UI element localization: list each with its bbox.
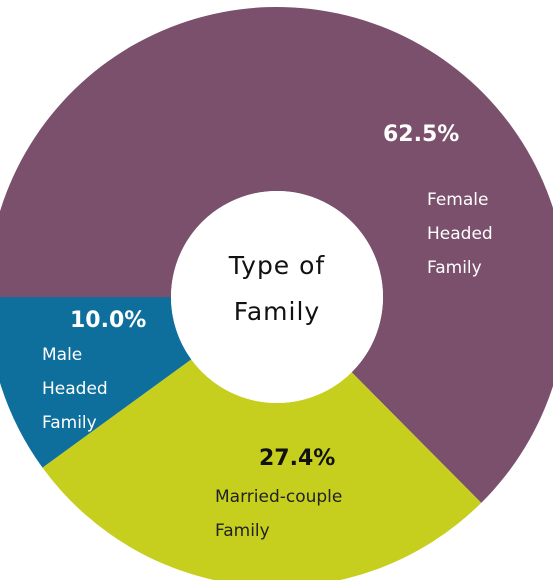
donut-hole xyxy=(171,191,383,403)
donut-slice xyxy=(0,7,553,503)
category-label: Male Headed Family xyxy=(42,345,108,433)
value-label: 62.5% xyxy=(383,122,460,147)
donut-slice xyxy=(42,359,482,580)
donut-slice xyxy=(0,297,192,468)
category-label: Female Headed Family xyxy=(427,190,493,278)
value-label: 10.0% xyxy=(70,308,147,333)
chart-title: Type of Family xyxy=(228,251,326,326)
category-label: Married-couple Family xyxy=(215,487,343,541)
value-label: 27.4% xyxy=(259,446,336,471)
